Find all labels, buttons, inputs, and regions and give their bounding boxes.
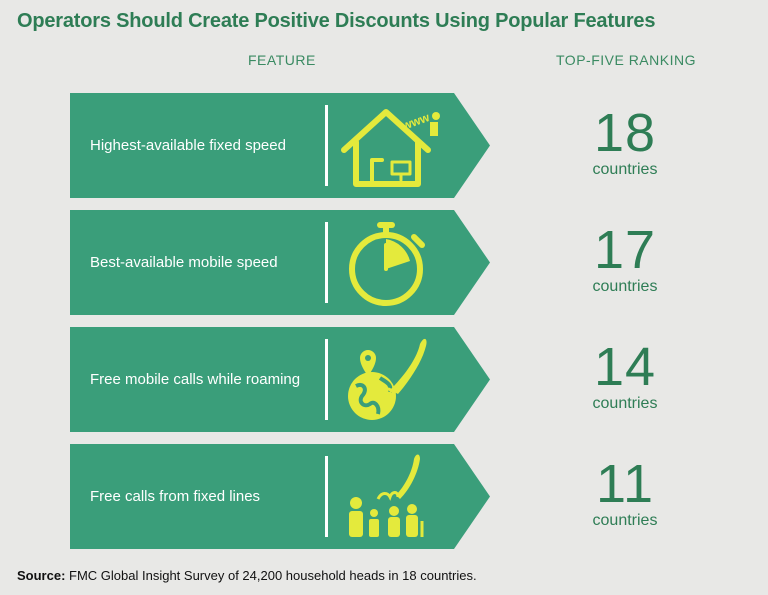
family-phone-icon — [349, 454, 424, 537]
rank-unit: countries — [592, 278, 658, 295]
feature-banner — [70, 93, 490, 198]
stopwatch-icon — [349, 222, 425, 306]
source-label: Source: — [17, 568, 66, 583]
rank-unit: countries — [592, 395, 658, 412]
divider — [325, 339, 328, 420]
feature-column-header: FEATURE — [248, 52, 316, 68]
globe-phone-icon — [348, 338, 427, 420]
rank-unit: countries — [592, 512, 658, 529]
svg-text:www: www — [399, 110, 432, 133]
rank-value: 14 countries — [565, 340, 685, 414]
feature-label: Best-available mobile speed — [90, 254, 278, 271]
rank-value: 17 countries — [565, 223, 685, 297]
feature-row: Free mobile calls while roaming — [70, 327, 490, 432]
feature-label: Highest-available fixed speed — [90, 137, 286, 154]
ranking-column-header: TOP-FIVE RANKING — [556, 52, 696, 68]
rank-value: 18 countries — [565, 106, 685, 180]
rank-number: 14 — [593, 337, 657, 397]
feature-label: Free mobile calls while roaming — [90, 371, 301, 388]
rank-number: 17 — [593, 220, 657, 280]
feature-label: Free calls from fixed lines — [90, 488, 261, 505]
feature-banner — [70, 444, 490, 549]
rank-unit: countries — [592, 161, 658, 178]
source-note: Source: FMC Global Insight Survey of 24,… — [17, 568, 477, 583]
rank-number: 18 — [593, 103, 657, 163]
house-wifi-icon: www — [341, 109, 440, 187]
divider — [325, 105, 328, 186]
divider — [325, 456, 328, 537]
feature-row: Highest-available fixed speed www — [70, 93, 490, 198]
feature-row: Best-available mobile speed — [70, 210, 490, 315]
rank-number: 11 — [595, 454, 655, 514]
divider — [325, 222, 328, 303]
chart-title: Operators Should Create Positive Discoun… — [17, 10, 656, 32]
feature-row: Free calls from fixed lines — [70, 444, 490, 549]
rank-value: 11 countries — [565, 457, 685, 531]
source-text: FMC Global Insight Survey of 24,200 hous… — [65, 568, 477, 583]
